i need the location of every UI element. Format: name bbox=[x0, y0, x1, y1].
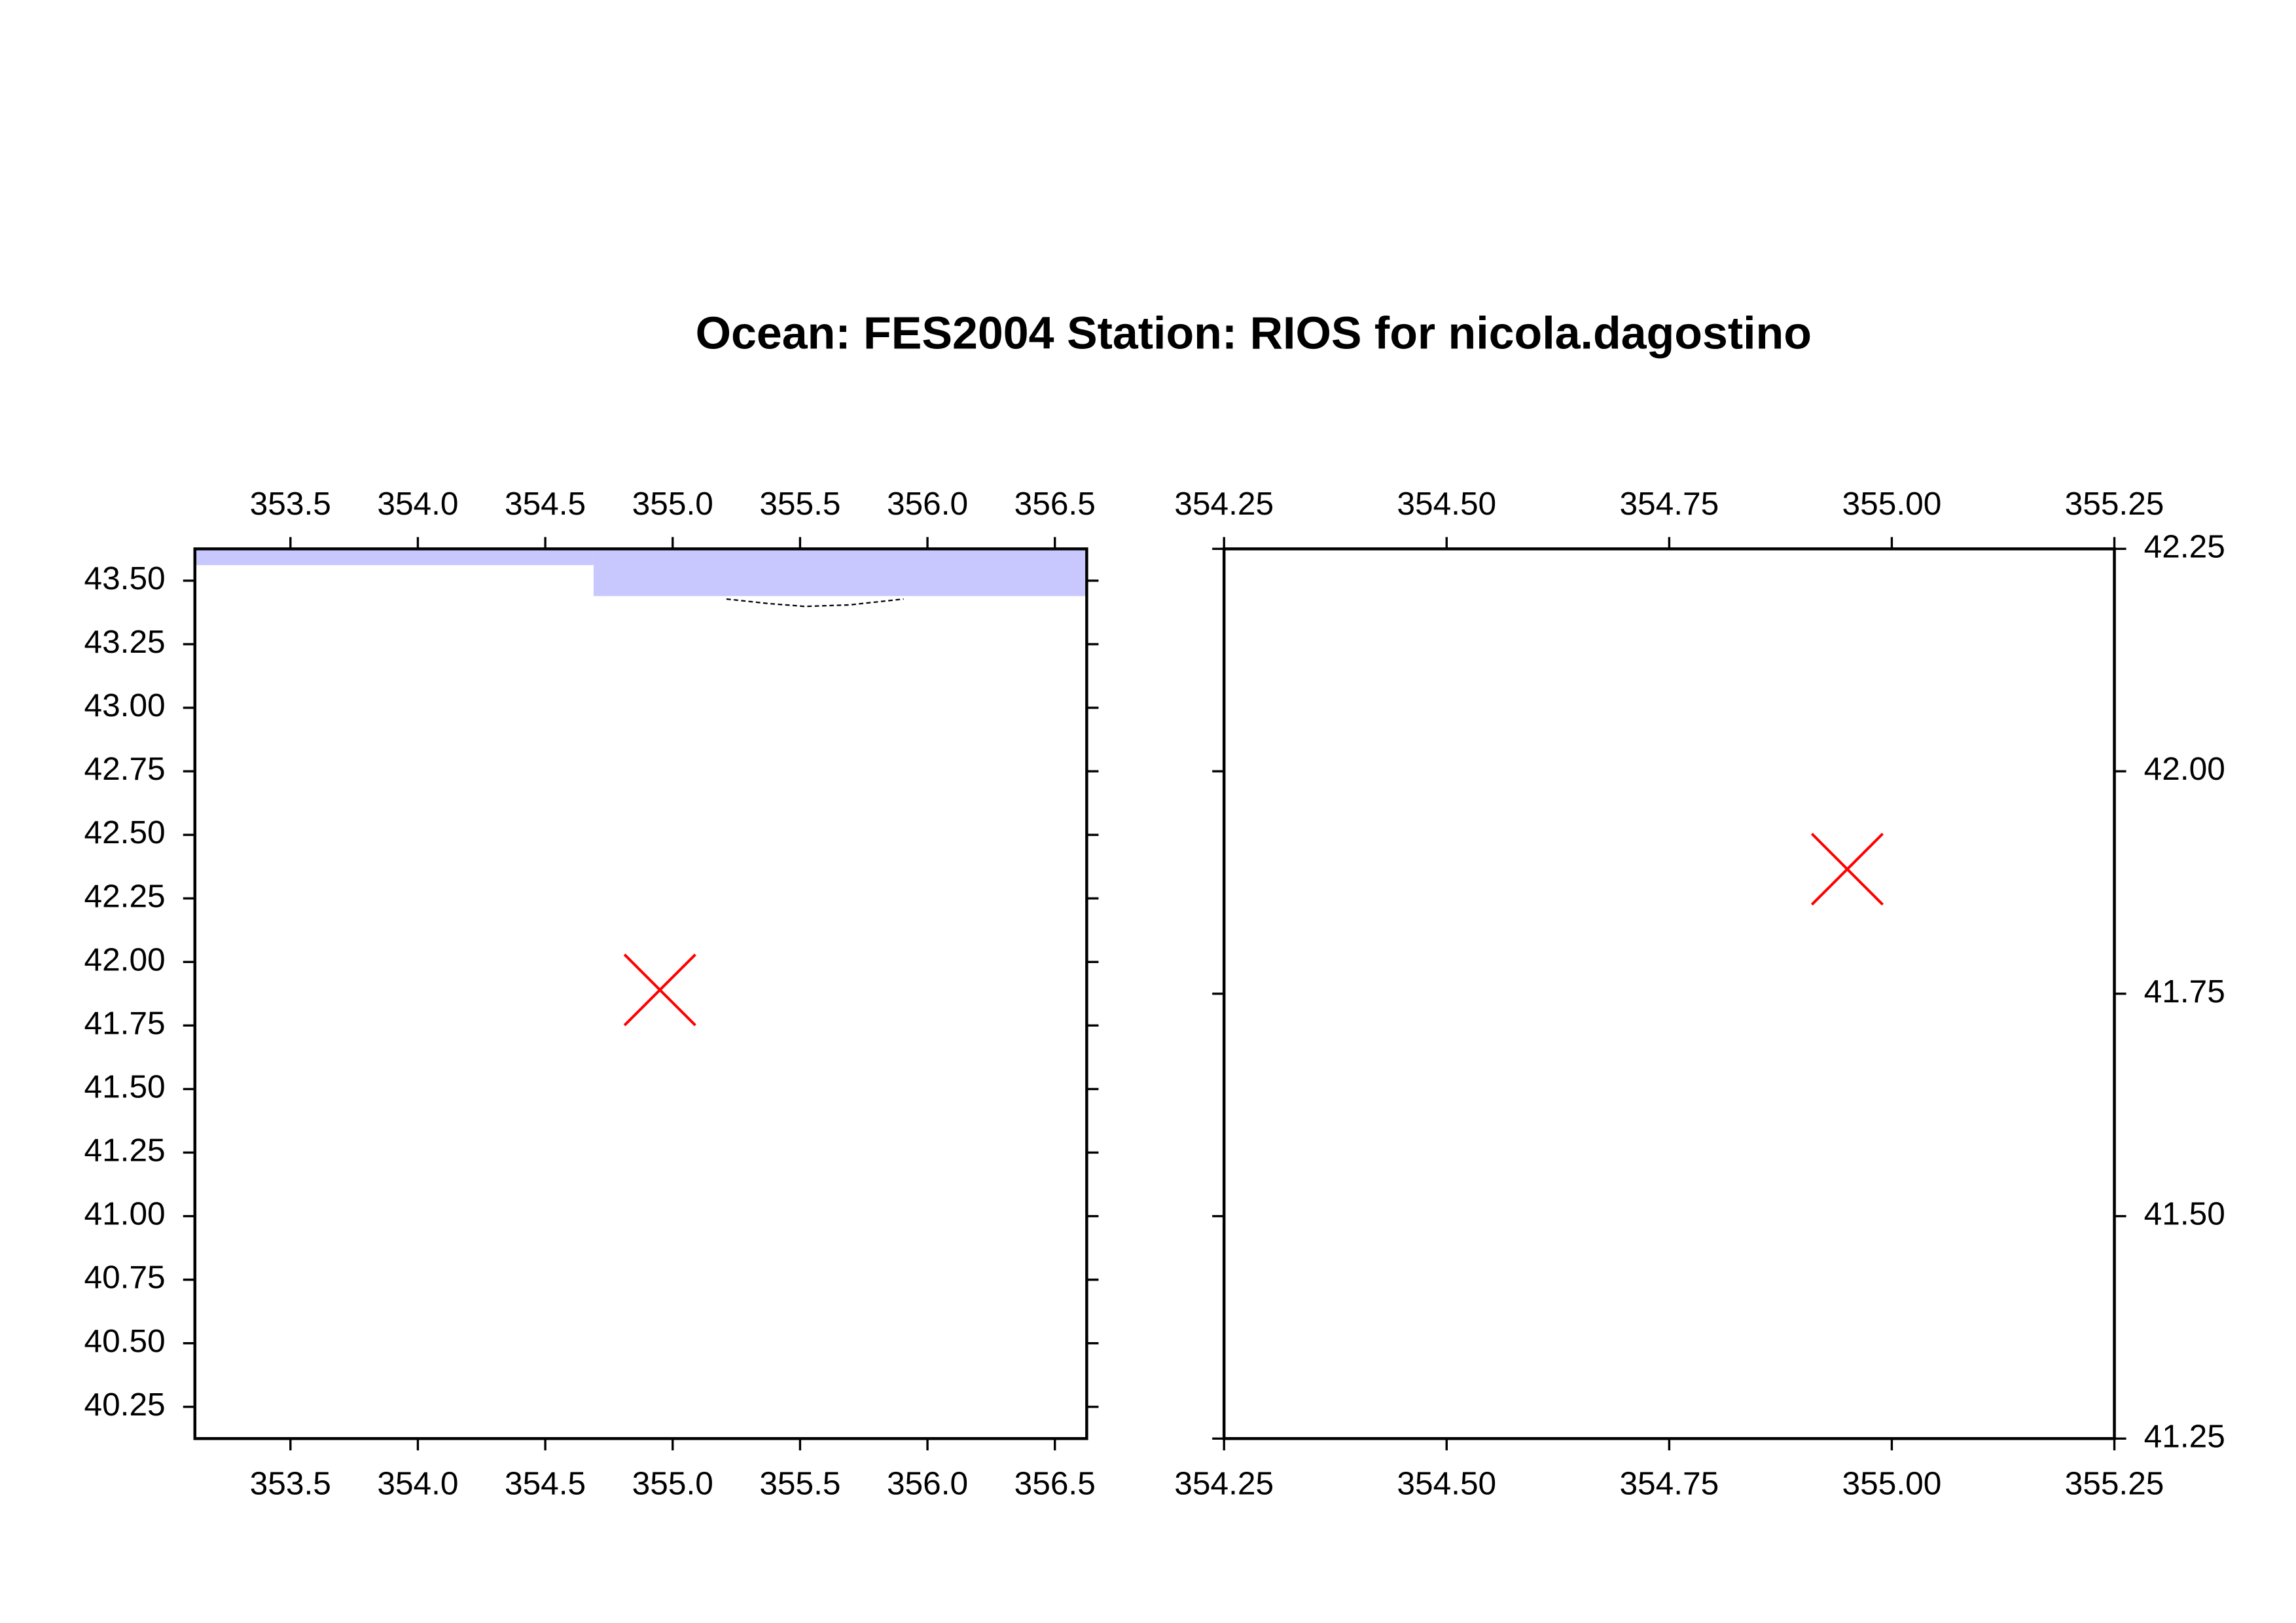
y-tick-label: 41.25 bbox=[2144, 1417, 2225, 1454]
x-tick-label: 355.5 bbox=[759, 1465, 840, 1502]
y-tick-label: 41.25 bbox=[84, 1132, 165, 1169]
sea-patch bbox=[194, 549, 594, 566]
y-tick-label: 42.00 bbox=[84, 941, 165, 977]
x-tick-label: 355.25 bbox=[2065, 485, 2164, 522]
x-tick-label: 354.75 bbox=[1619, 1465, 1719, 1502]
x-tick-label: 354.25 bbox=[1174, 485, 1274, 522]
x-tick-label: 355.5 bbox=[759, 485, 840, 522]
y-tick-label: 41.50 bbox=[2144, 1195, 2225, 1232]
x-tick-label: 356.5 bbox=[1014, 1465, 1096, 1502]
x-tick-label: 355.0 bbox=[632, 1465, 713, 1502]
y-tick-label: 41.75 bbox=[2144, 973, 2225, 1010]
y-tick-label: 40.50 bbox=[84, 1322, 165, 1359]
marker-stroke bbox=[623, 953, 696, 1027]
station-marker bbox=[623, 953, 696, 1027]
coastline bbox=[726, 598, 904, 608]
sea-area bbox=[194, 549, 1087, 608]
x-tick-label: 354.50 bbox=[1397, 485, 1496, 522]
y-tick-label: 43.25 bbox=[84, 623, 165, 660]
sea-patch bbox=[593, 549, 1087, 596]
x-tick-label: 356.5 bbox=[1014, 485, 1096, 522]
marker-stroke bbox=[1810, 833, 1884, 906]
y-tick-label: 42.25 bbox=[84, 877, 165, 914]
x-tick-label: 353.5 bbox=[250, 485, 331, 522]
y-tick-label: 40.75 bbox=[84, 1259, 165, 1296]
x-tick-label: 354.0 bbox=[377, 1465, 458, 1502]
x-tick-label: 354.5 bbox=[505, 485, 586, 522]
y-tick-label: 42.00 bbox=[2144, 750, 2225, 787]
y-tick-label: 42.75 bbox=[84, 750, 165, 787]
x-tick-label: 355.25 bbox=[2065, 1465, 2164, 1502]
y-tick-label: 42.50 bbox=[84, 814, 165, 850]
x-tick-label: 354.5 bbox=[505, 1465, 586, 1502]
figure-title: Ocean: FES2004 Station: RIOS for nicola.… bbox=[696, 307, 1812, 358]
plot-frame bbox=[193, 547, 1088, 1440]
x-tick-label: 355.0 bbox=[632, 485, 713, 522]
x-tick-label: 355.00 bbox=[1842, 1465, 1942, 1502]
x-tick-label: 355.00 bbox=[1842, 485, 1942, 522]
x-tick-label: 354.50 bbox=[1397, 1465, 1496, 1502]
x-tick-label: 354.75 bbox=[1619, 485, 1719, 522]
y-tick-label: 40.25 bbox=[84, 1386, 165, 1423]
y-tick-label: 43.50 bbox=[84, 560, 165, 596]
x-tick-label: 353.5 bbox=[250, 1465, 331, 1502]
plot-frame bbox=[1222, 547, 2116, 1440]
x-tick-label: 354.25 bbox=[1174, 1465, 1274, 1502]
y-tick-label: 41.00 bbox=[84, 1195, 165, 1232]
station-marker bbox=[1810, 833, 1884, 906]
y-tick-label: 41.75 bbox=[84, 1004, 165, 1041]
x-tick-label: 356.0 bbox=[887, 1465, 968, 1502]
x-tick-label: 354.0 bbox=[377, 485, 458, 522]
x-tick-label: 356.0 bbox=[887, 485, 968, 522]
y-tick-label: 42.25 bbox=[2144, 528, 2225, 564]
y-tick-label: 41.50 bbox=[84, 1068, 165, 1105]
y-tick-label: 43.00 bbox=[84, 687, 165, 723]
